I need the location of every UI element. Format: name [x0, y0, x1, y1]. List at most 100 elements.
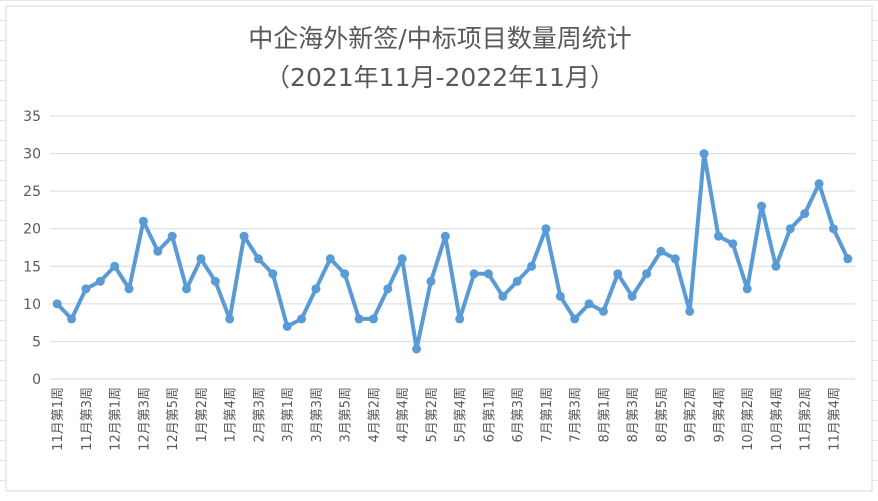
- x-tick-label: 3月第3周: [310, 387, 325, 443]
- data-point[interactable]: [843, 254, 853, 264]
- data-point[interactable]: [383, 284, 393, 294]
- data-point[interactable]: [627, 291, 637, 301]
- data-point[interactable]: [311, 284, 321, 294]
- data-point[interactable]: [297, 314, 307, 324]
- x-tick-label: 5月第4周: [454, 387, 469, 443]
- x-tick-label: 5月第2周: [425, 387, 440, 443]
- x-tick-label: 11月第3周: [80, 387, 95, 451]
- data-point[interactable]: [167, 231, 177, 241]
- x-tick-label: 4月第4周: [396, 387, 411, 443]
- x-tick-label: 7月第3周: [569, 387, 584, 443]
- data-point[interactable]: [239, 231, 249, 241]
- data-point[interactable]: [95, 276, 105, 286]
- series-line: [55, 151, 850, 351]
- data-point[interactable]: [800, 209, 810, 219]
- y-tick-label: 0: [32, 372, 41, 388]
- y-tick-label: 35: [23, 109, 41, 125]
- data-point[interactable]: [541, 224, 551, 234]
- data-point[interactable]: [685, 306, 695, 316]
- data-point[interactable]: [153, 246, 163, 256]
- data-point[interactable]: [282, 321, 292, 331]
- chart-title: 中企海外新签/中标项目数量周统计: [248, 24, 631, 53]
- data-point[interactable]: [196, 254, 206, 264]
- x-axis: 11月第1周 11月第3周 12月第1周 12月第3周 12月第5周 1月第2周 1月第4周…: [51, 387, 842, 451]
- data-point[interactable]: [570, 314, 580, 324]
- data-point[interactable]: [325, 254, 335, 264]
- data-point[interactable]: [268, 269, 278, 279]
- y-tick-label: 15: [23, 259, 41, 275]
- data-point[interactable]: [412, 344, 422, 354]
- data-point[interactable]: [814, 179, 824, 189]
- data-point[interactable]: [52, 299, 62, 309]
- data-point[interactable]: [368, 314, 378, 324]
- data-point[interactable]: [771, 261, 781, 271]
- data-point[interactable]: [354, 314, 364, 324]
- data-point[interactable]: [182, 284, 192, 294]
- grid-layer: [50, 115, 855, 380]
- data-point[interactable]: [527, 261, 537, 271]
- data-point[interactable]: [440, 231, 450, 241]
- data-point[interactable]: [584, 299, 594, 309]
- data-point[interactable]: [728, 239, 738, 249]
- x-tick-label: 3月第1周: [281, 387, 296, 443]
- data-point[interactable]: [67, 314, 77, 324]
- x-tick-label: 10月第4周: [770, 387, 785, 451]
- x-tick-label: 6月第3周: [511, 387, 526, 443]
- x-tick-label: 1月第4周: [224, 387, 239, 443]
- x-tick-label: 11月第2周: [799, 387, 814, 451]
- data-point[interactable]: [598, 306, 608, 316]
- x-tick-label: 12月第1周: [109, 387, 124, 451]
- x-tick-label: 12月第5周: [166, 387, 181, 451]
- x-tick-label: 8月第3周: [626, 387, 641, 443]
- data-point[interactable]: [340, 269, 350, 279]
- data-point[interactable]: [828, 224, 838, 234]
- data-point[interactable]: [498, 291, 508, 301]
- x-tick-label: 8月第5周: [655, 387, 670, 443]
- x-tick-label: 8月第1周: [597, 387, 612, 443]
- x-tick-label: 3月第5周: [339, 387, 354, 443]
- data-point[interactable]: [138, 216, 148, 226]
- data-point[interactable]: [426, 276, 436, 286]
- y-tick-label: 25: [23, 184, 41, 200]
- data-point[interactable]: [742, 284, 752, 294]
- x-tick-label: 2月第3周: [252, 387, 267, 443]
- chart-subtitle: （2021年11月-2022年11月）: [265, 63, 615, 92]
- x-tick-label: 4月第2周: [367, 387, 382, 443]
- data-point[interactable]: [124, 284, 134, 294]
- y-tick-label: 10: [23, 297, 41, 313]
- data-point[interactable]: [512, 276, 522, 286]
- x-tick-label: 12月第3周: [137, 387, 152, 451]
- data-point[interactable]: [110, 261, 120, 271]
- x-tick-label: 9月第4周: [712, 387, 727, 443]
- data-point[interactable]: [699, 149, 709, 159]
- x-tick-label: 9月第2周: [684, 387, 699, 443]
- series-layer: [52, 149, 853, 354]
- chart-frame: [5, 5, 873, 492]
- x-tick-label: 11月第4周: [827, 387, 842, 451]
- data-point[interactable]: [483, 269, 493, 279]
- y-axis: 0 5 10 15 20 25 30 35: [23, 109, 41, 388]
- data-point[interactable]: [225, 314, 235, 324]
- data-point[interactable]: [81, 284, 91, 294]
- x-tick-label: 10月第2周: [741, 387, 756, 451]
- data-point[interactable]: [613, 269, 623, 279]
- y-tick-label: 5: [32, 334, 41, 350]
- data-point[interactable]: [210, 276, 220, 286]
- data-point[interactable]: [642, 269, 652, 279]
- data-point[interactable]: [785, 224, 795, 234]
- y-tick-label: 30: [23, 147, 41, 163]
- data-point[interactable]: [253, 254, 263, 264]
- data-point[interactable]: [713, 231, 723, 241]
- data-point[interactable]: [397, 254, 407, 264]
- data-point[interactable]: [555, 291, 565, 301]
- x-tick-label: 7月第1周: [540, 387, 555, 443]
- data-point[interactable]: [656, 246, 666, 256]
- data-point[interactable]: [757, 201, 767, 211]
- data-point[interactable]: [455, 314, 465, 324]
- x-tick-label: 11月第1周: [51, 387, 66, 451]
- data-point[interactable]: [670, 254, 680, 264]
- data-point[interactable]: [469, 269, 479, 279]
- y-tick-label: 20: [23, 222, 41, 238]
